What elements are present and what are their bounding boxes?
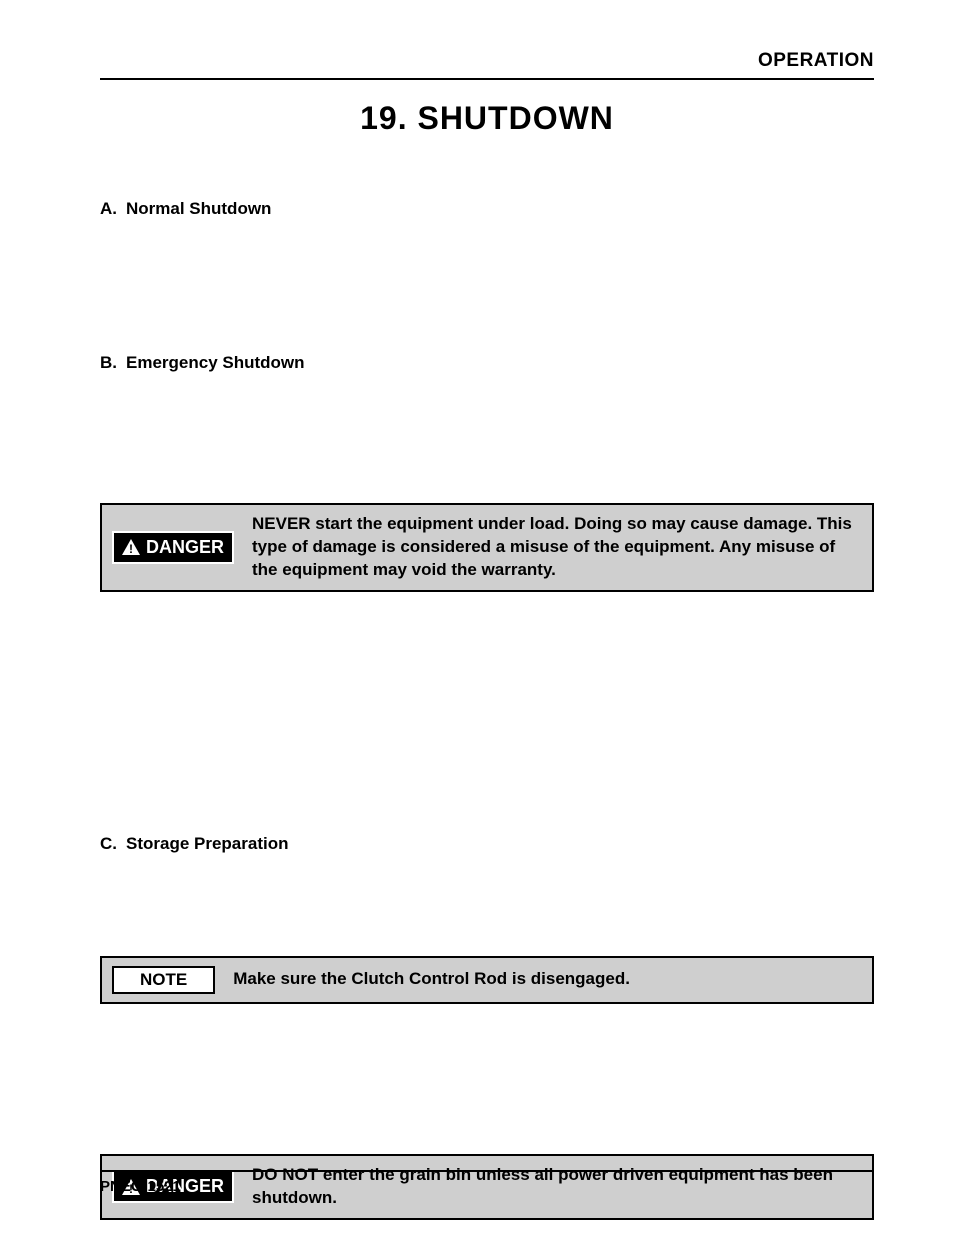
section-c-title: Storage Preparation xyxy=(126,834,289,853)
section-a: A.Normal Shutdown xyxy=(100,199,874,219)
section-a-heading: A.Normal Shutdown xyxy=(100,199,874,219)
footer: PNEG-1521 xyxy=(100,1170,874,1195)
section-b: B.Emergency Shutdown xyxy=(100,353,874,373)
danger-callout-1-text: NEVER start the equipment under load. Do… xyxy=(252,513,862,582)
section-b-letter: B. xyxy=(100,353,126,373)
footer-doc-id: PNEG-1521 xyxy=(100,1178,874,1195)
header-section-label: OPERATION xyxy=(100,50,874,72)
danger-badge-1-label: DANGER xyxy=(146,537,224,558)
section-b-heading: B.Emergency Shutdown xyxy=(100,353,874,373)
section-c-letter: C. xyxy=(100,834,126,854)
footer-rule xyxy=(100,1170,874,1172)
note-badge: NOTE xyxy=(112,966,215,994)
section-c-heading: C.Storage Preparation xyxy=(100,834,874,854)
page-title: 19. SHUTDOWN xyxy=(100,100,874,137)
section-b-title: Emergency Shutdown xyxy=(126,353,305,372)
danger-callout-1: ! DANGER NEVER start the equipment under… xyxy=(100,503,874,592)
page: OPERATION 19. SHUTDOWN A.Normal Shutdown… xyxy=(0,0,954,1235)
note-callout-text: Make sure the Clutch Control Rod is dise… xyxy=(233,968,630,991)
svg-text:!: ! xyxy=(129,542,133,555)
section-a-letter: A. xyxy=(100,199,126,219)
header-rule xyxy=(100,78,874,80)
section-a-title: Normal Shutdown xyxy=(126,199,271,218)
note-callout: NOTE Make sure the Clutch Control Rod is… xyxy=(100,956,874,1004)
warning-triangle-icon: ! xyxy=(122,539,140,555)
danger-badge-1: ! DANGER xyxy=(112,531,234,564)
section-c: C.Storage Preparation xyxy=(100,834,874,854)
